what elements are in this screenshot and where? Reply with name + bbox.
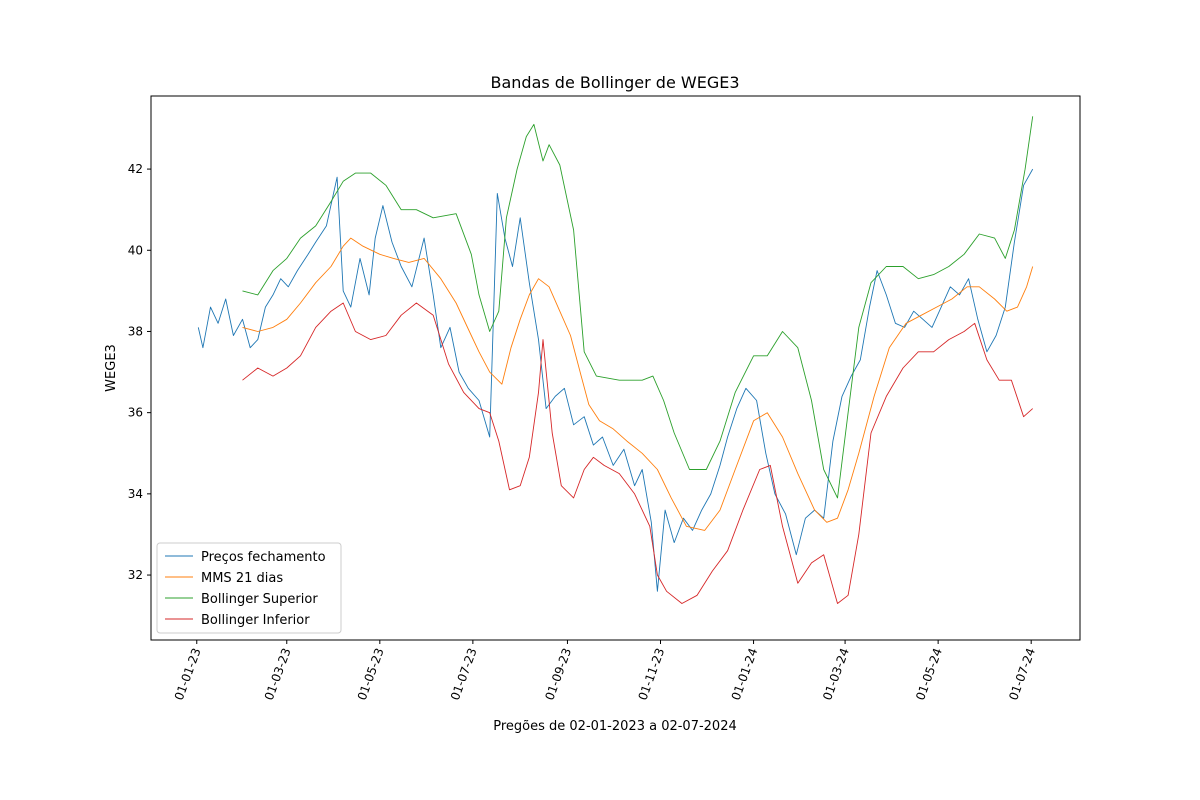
plot-area (197, 116, 1034, 604)
series-line-2 (242, 116, 1034, 499)
y-tick-label: 34 (128, 487, 143, 501)
legend-label: MMS 21 dias (201, 571, 283, 586)
chart-title: Bandas de Bollinger de WEGE3 (491, 73, 740, 92)
y-axis: 32 34 36 38 40 42 (128, 162, 151, 582)
x-axis-label: Pregões de 02-01-2023 a 02-07-2024 (493, 719, 737, 734)
y-tick-label: 36 (128, 406, 143, 420)
series-line-0 (197, 168, 1034, 592)
legend-box (156, 542, 342, 634)
plot-frame (150, 95, 1081, 641)
legend-label: Bollinger Superior (201, 592, 318, 607)
y-tick-label: 42 (128, 162, 143, 176)
series-line-3 (242, 302, 1033, 604)
y-tick-label: 32 (128, 568, 143, 582)
legend-label: Preços fechamento (201, 550, 326, 565)
y-tick-label: 40 (128, 243, 143, 257)
legend: Preços fechamento MMS 21 dias Bollinger Su… (156, 542, 342, 634)
y-axis-label: WEGE3 (104, 344, 119, 392)
y-tick-label: 38 (128, 324, 143, 338)
legend-label: Bollinger Inferior (201, 613, 310, 628)
series-line-1 (242, 237, 1034, 531)
